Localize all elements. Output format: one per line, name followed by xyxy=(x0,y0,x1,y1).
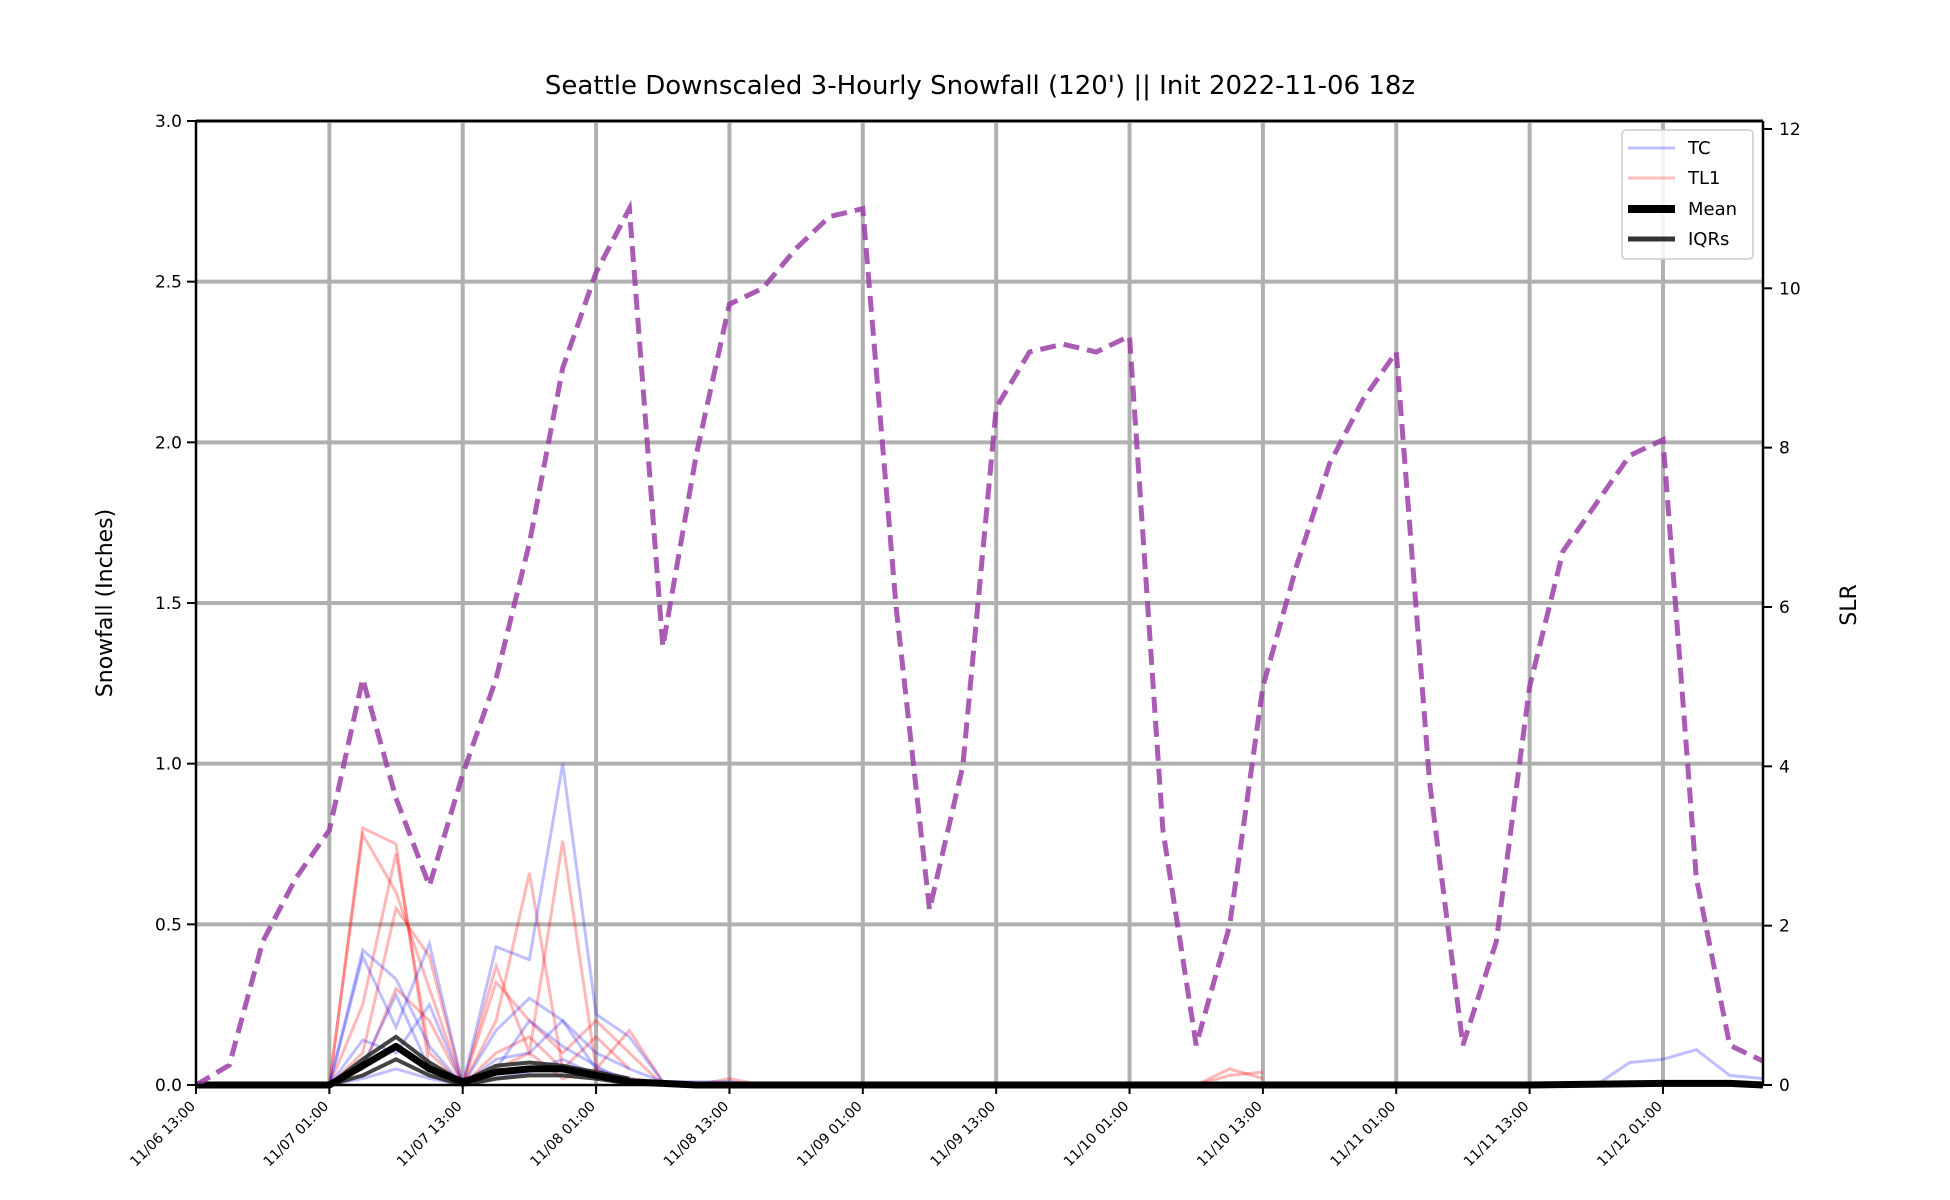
tl1-member-line xyxy=(327,829,665,1091)
legend: TC TL1 Mean IQRs xyxy=(1621,129,1754,260)
y-axis-label: Snowfall (Inches) xyxy=(93,509,118,697)
y-tick-label: 2.5 xyxy=(155,273,182,293)
grid xyxy=(196,119,1763,1085)
y2-tick-label: 8 xyxy=(1779,439,1790,459)
x-tick-label: 11/11 01:00 xyxy=(1328,1099,1400,1171)
x-tick-label: 11/12 01:00 xyxy=(1594,1099,1666,1171)
x-tick-label: 11/07 13:00 xyxy=(394,1099,466,1171)
y2-tick-label: 4 xyxy=(1779,757,1790,777)
x-tick-label: 11/11 13:00 xyxy=(1461,1099,1533,1171)
tc-member-line xyxy=(328,1001,664,1088)
y2-tick-label: 10 xyxy=(1779,279,1801,299)
x-tick-label: 11/10 13:00 xyxy=(1194,1099,1266,1171)
x-tick-label: 11/08 01:00 xyxy=(527,1099,599,1171)
iqr-line xyxy=(328,1057,630,1088)
chart-title: Seattle Downscaled 3-Hourly Snowfall (12… xyxy=(545,71,1415,101)
tl1-member-line xyxy=(328,904,631,1088)
legend-label-mean: Mean xyxy=(1688,199,1737,220)
y2-tick-label: 2 xyxy=(1779,917,1790,937)
y-tick-label: 1.5 xyxy=(155,594,182,614)
y-tick-label: 0.5 xyxy=(155,915,182,935)
y-tick-label: 1.0 xyxy=(155,755,182,775)
x-tick-label: 11/09 13:00 xyxy=(927,1099,999,1171)
x-tick-label: 11/09 01:00 xyxy=(794,1099,866,1171)
y2-axis-label: SLR xyxy=(1837,584,1862,626)
legend-label-tc: TC xyxy=(1687,138,1711,159)
slr-dashed-line xyxy=(194,199,1765,1088)
legend-label-iqrs: IQRs xyxy=(1688,229,1729,250)
x-tick-label: 11/07 01:00 xyxy=(261,1099,333,1171)
legend-box xyxy=(1621,129,1754,260)
y2-tick-label: 6 xyxy=(1779,598,1790,618)
tc-member-line xyxy=(1529,1048,1764,1087)
slr-line xyxy=(194,199,1765,1088)
tc-member-line xyxy=(327,938,664,1089)
y-tick-label: 2.0 xyxy=(155,433,182,453)
legend-label-tl1: TL1 xyxy=(1687,168,1720,189)
x-tick-label: 11/10 01:00 xyxy=(1061,1099,1133,1171)
tl1-member-line xyxy=(1195,1067,1264,1087)
tl1-member-line xyxy=(328,853,664,1088)
y2-tick-label: 12 xyxy=(1779,120,1801,140)
tick-labels: 0.0 0.5 1.0 1.5 2.0 2.5 3.0 0 2 4 6 8 10 12 11/06 13:0… xyxy=(127,112,1800,1170)
y-tick-label: 0.0 xyxy=(155,1076,182,1096)
y2-tick-label: 0 xyxy=(1779,1076,1790,1096)
x-tick-label: 11/06 13:00 xyxy=(127,1099,199,1171)
y-tick-label: 3.0 xyxy=(155,112,182,132)
x-tick-label: 11/08 13:00 xyxy=(661,1099,733,1171)
